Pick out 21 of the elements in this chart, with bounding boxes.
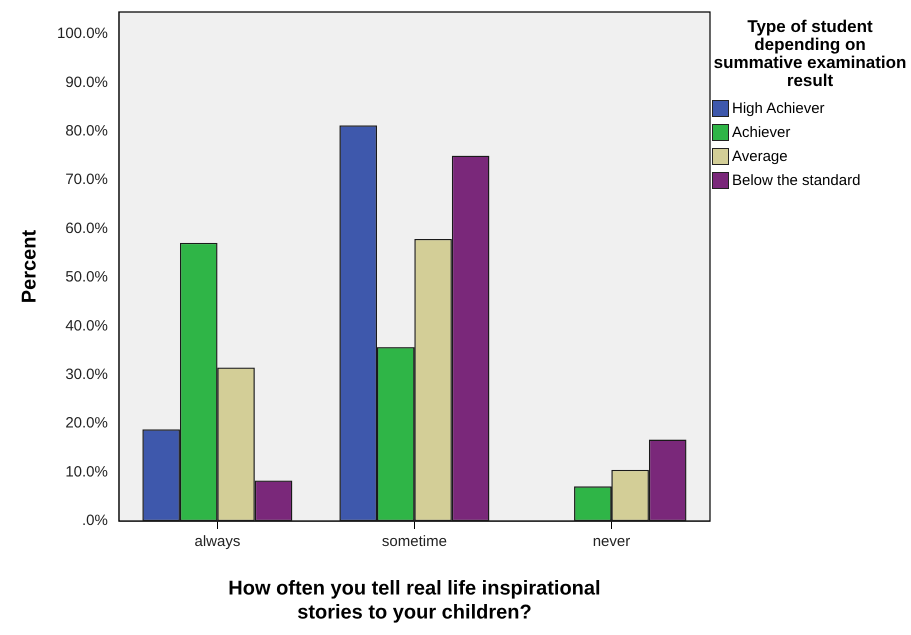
- y-tick-label: 40.0%: [65, 317, 108, 334]
- legend-label: Average: [732, 148, 788, 164]
- y-tick-label: 20.0%: [65, 414, 108, 432]
- y-tick-label: 60.0%: [65, 220, 108, 237]
- y-tick-label: 10.0%: [65, 463, 108, 480]
- y-tick-label: 100.0%: [57, 25, 108, 42]
- x-tick-label: sometime: [382, 533, 447, 550]
- y-tick-label: 30.0%: [65, 366, 108, 384]
- legend-label: Below the standard: [732, 172, 860, 188]
- y-tick-label: 50.0%: [65, 268, 108, 286]
- y-tick-label: 80.0%: [65, 122, 108, 140]
- y-tick-label: 70.0%: [65, 171, 108, 188]
- legend-title: Type of student depending on summative examination result: [712, 17, 908, 90]
- y-axis-title: Percent: [18, 229, 41, 304]
- legend-label: Achiever: [732, 124, 790, 140]
- x-axis-title: How often you tell real life inspirational stories to your children?: [228, 578, 601, 624]
- x-tick-label: always: [194, 533, 240, 550]
- legend-label: High Achiever: [732, 100, 825, 116]
- y-tick-label: 90.0%: [65, 74, 108, 91]
- x-tick-label: never: [592, 533, 630, 550]
- y-tick-label: .0%: [82, 512, 108, 530]
